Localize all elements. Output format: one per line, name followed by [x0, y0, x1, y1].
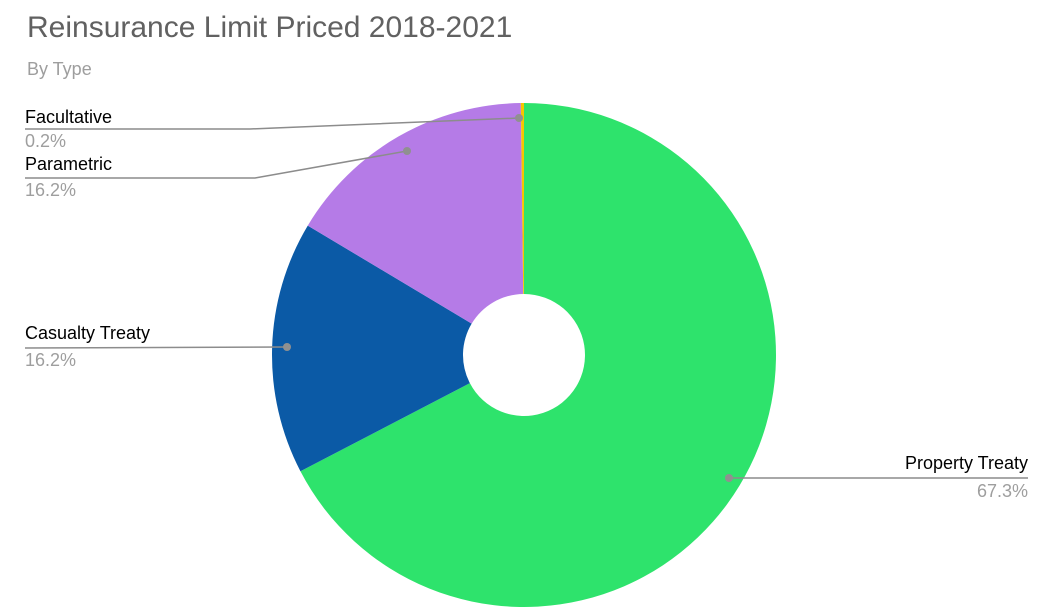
callout-dot-facultative [515, 114, 523, 122]
pie-slice-casualty-treaty[interactable] [272, 225, 472, 472]
callout-line-parametric [25, 150, 408, 179]
callout-dot-casualty-treaty [283, 343, 291, 351]
callout-label-property-treaty: Property Treaty [904, 453, 1028, 473]
pie-slice-property-treaty[interactable] [300, 103, 777, 607]
callout-dot-parametric [403, 147, 411, 155]
callout-label-parametric: Parametric [25, 154, 113, 174]
callout-line-casualty-treaty [24, 346, 288, 349]
chart-title: Reinsurance Limit Priced 2018-2021 [27, 11, 513, 44]
callout-pct-parametric: 16.2% [25, 180, 77, 200]
pie-slice-parametric[interactable] [307, 103, 524, 324]
callout-pct-facultative: 0.2% [25, 131, 67, 151]
callout-line-facultative [25, 117, 520, 130]
slices-group [272, 103, 777, 607]
callout-label-facultative: Facultative [25, 107, 113, 127]
callout-label-casualty-treaty: Casualty Treaty [25, 323, 151, 343]
callout-pct-casualty-treaty: 16.2% [25, 350, 77, 370]
callouts-group [24, 114, 1028, 482]
chart-subtitle: By Type [27, 59, 92, 79]
callout-pct-property-treaty: 67.3% [976, 481, 1028, 501]
callout-dot-property-treaty [725, 474, 733, 482]
pie-slice-facultative[interactable] [520, 103, 524, 294]
